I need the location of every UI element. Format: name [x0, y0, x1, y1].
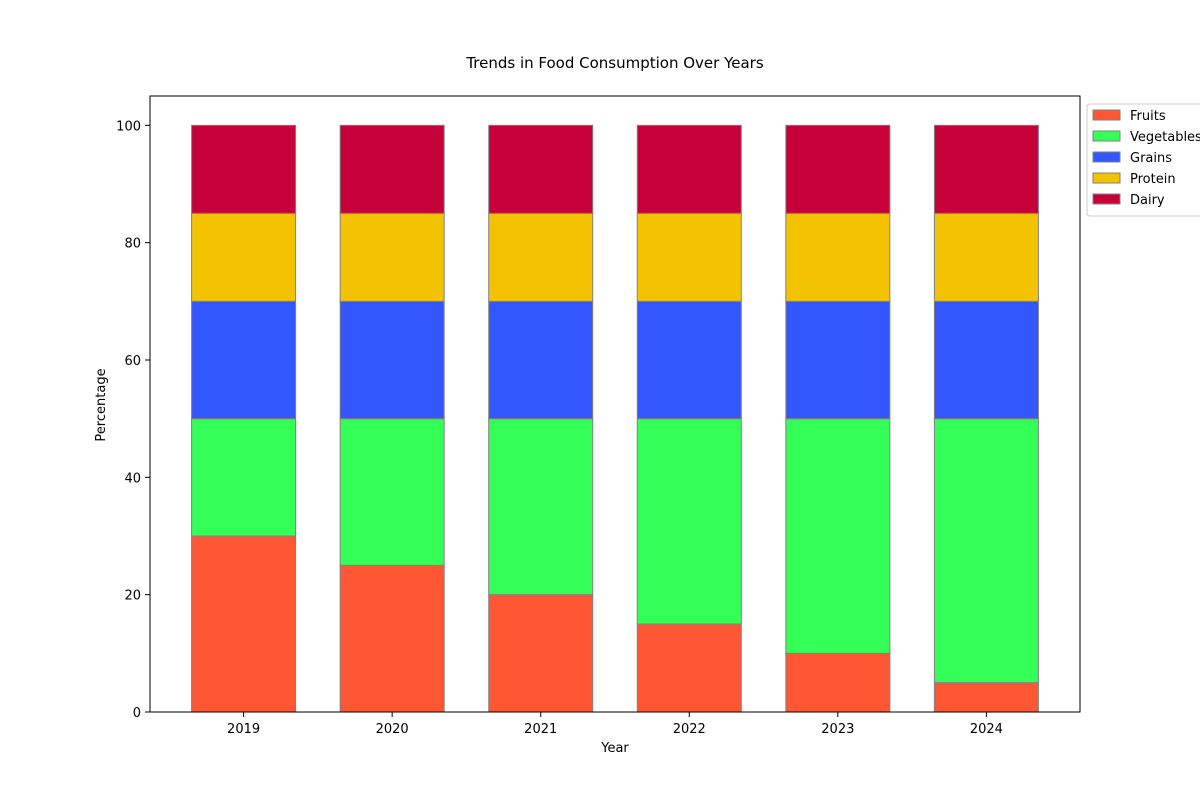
legend-swatch-grains: [1092, 151, 1121, 163]
bar-protein-2023: [785, 212, 891, 302]
legend-label-fruits: Fruits: [1130, 109, 1166, 124]
legend-swatch-dairy: [1092, 193, 1121, 205]
bar-fruits-2023: [785, 652, 891, 713]
legend-swatch-protein: [1092, 172, 1121, 184]
bar-grains-2023: [785, 300, 891, 420]
legend-label-protein: Protein: [1130, 172, 1176, 187]
x-tick-label: 2019: [227, 722, 260, 737]
legend-label-dairy: Dairy: [1130, 193, 1165, 208]
x-tick-label: 2020: [376, 722, 409, 737]
y-tick-label: 80: [124, 237, 141, 252]
x-tick-label: 2021: [524, 722, 557, 737]
x-tick-label: 2023: [821, 722, 854, 737]
chart-title: Trends in Food Consumption Over Years: [465, 54, 764, 72]
bar-protein-2021: [488, 212, 594, 302]
bar-dairy-2022: [636, 124, 742, 214]
y-tick-label: 0: [133, 706, 141, 721]
bars-layer: [191, 124, 1039, 713]
bar-grains-2022: [636, 300, 742, 420]
bar-vegetables-2023: [785, 418, 891, 654]
bar-vegetables-2021: [488, 418, 594, 596]
bar-grains-2020: [339, 300, 445, 420]
bar-grains-2019: [191, 300, 297, 420]
bar-vegetables-2020: [339, 418, 445, 566]
y-tick-label: 40: [124, 471, 141, 486]
bar-fruits-2021: [488, 594, 594, 713]
bar-fruits-2024: [933, 682, 1039, 713]
legend: Fruits Vegetables Grains Protein Dairy: [1086, 103, 1200, 217]
bar-protein-2022: [636, 212, 742, 302]
plot-frame: [149, 95, 1081, 713]
x-axis-label: Year: [600, 741, 629, 756]
bar-dairy-2023: [785, 124, 891, 214]
legend-swatch-fruits: [1092, 109, 1121, 121]
bar-grains-2024: [933, 300, 1039, 420]
y-axis-label: Percentage: [94, 368, 109, 441]
bar-vegetables-2022: [636, 418, 742, 625]
y-tick-label: 100: [116, 119, 141, 134]
bar-grains-2021: [488, 300, 594, 420]
x-tick-label: 2022: [673, 722, 706, 737]
legend-label-vegetables: Vegetables: [1130, 130, 1200, 145]
bar-dairy-2024: [933, 124, 1039, 214]
bar-fruits-2020: [339, 564, 445, 713]
y-axis: 0 20 40 60 80 100: [116, 119, 150, 721]
bar-vegetables-2024: [933, 418, 1039, 684]
bar-vegetables-2019: [191, 418, 297, 537]
x-tick-label: 2024: [970, 722, 1003, 737]
bar-protein-2019: [191, 212, 297, 302]
bar-protein-2020: [339, 212, 445, 302]
y-tick-label: 60: [124, 354, 141, 369]
legend-swatch-vegetables: [1092, 130, 1121, 142]
bar-dairy-2021: [488, 124, 594, 214]
y-tick-label: 20: [124, 589, 141, 604]
x-axis: 2019 2020 2021 2022 2023 2024: [227, 712, 1003, 737]
legend-label-grains: Grains: [1130, 151, 1172, 166]
bar-fruits-2022: [636, 623, 742, 713]
bar-fruits-2019: [191, 535, 297, 713]
bar-dairy-2020: [339, 124, 445, 214]
bar-protein-2024: [933, 212, 1039, 302]
bar-dairy-2019: [191, 124, 297, 214]
